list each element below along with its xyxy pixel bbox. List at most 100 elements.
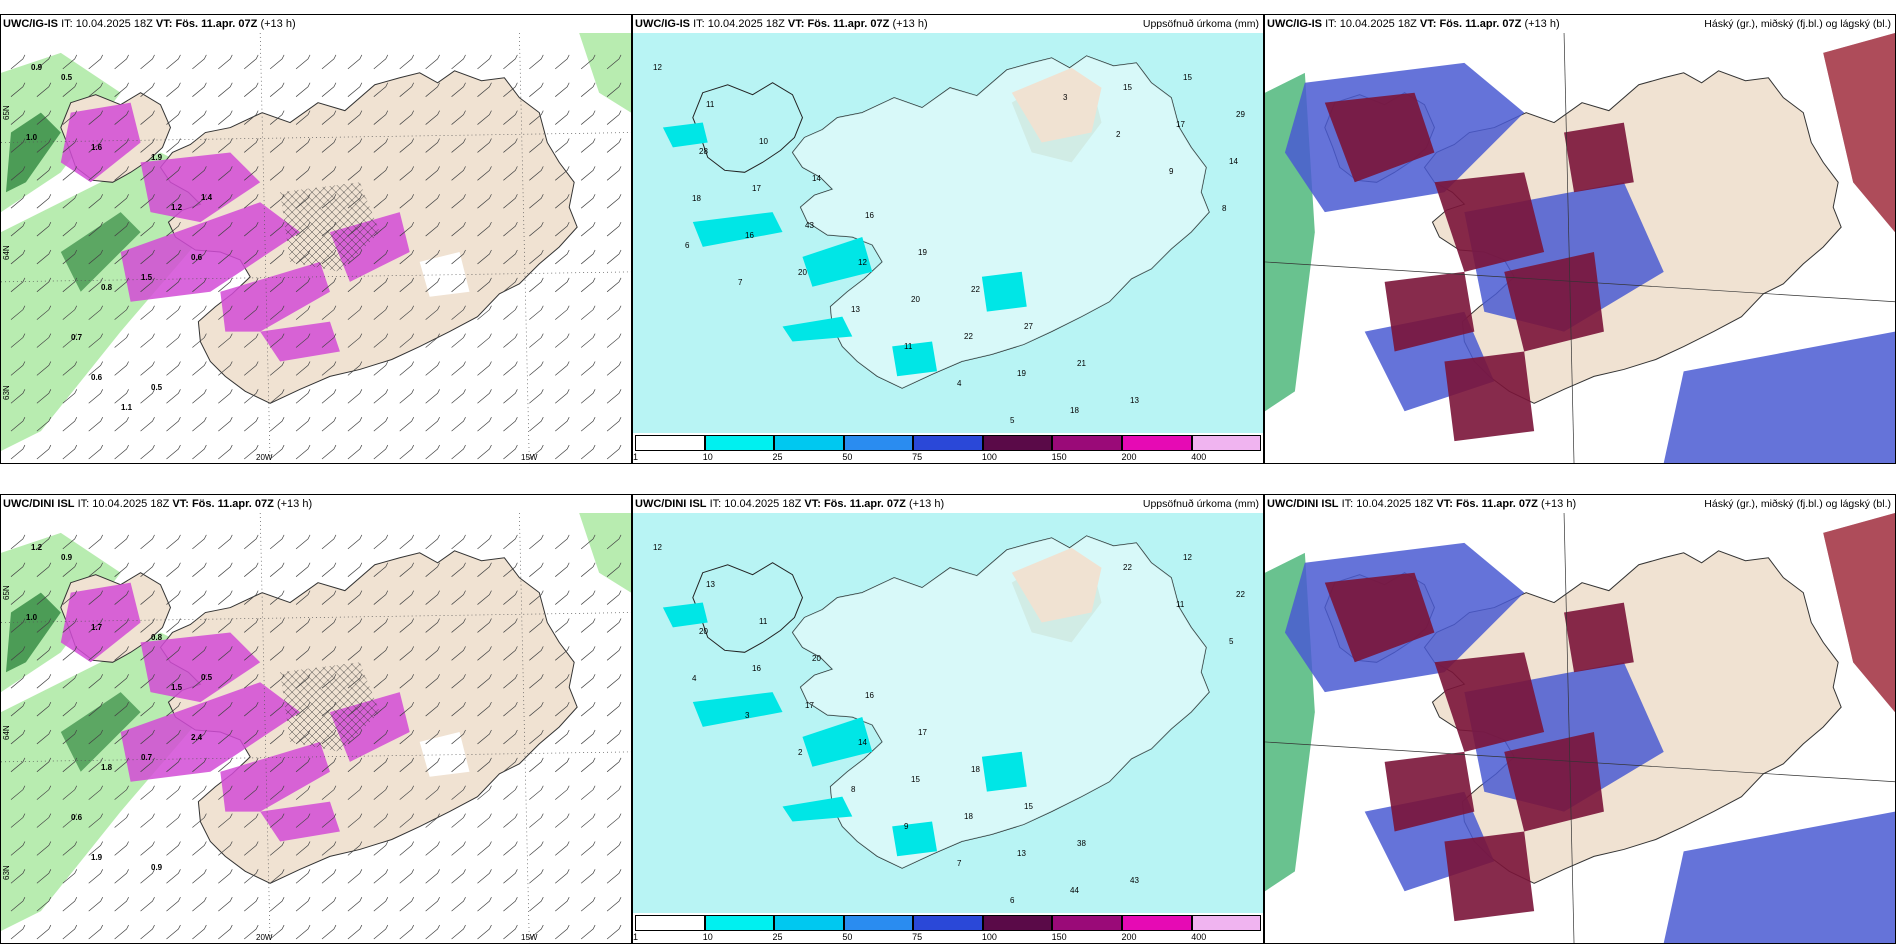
precip-value-label: 2 (1116, 130, 1121, 139)
panel-precip-dini: UWC/DINI ISL IT: 10.04.2025 18Z VT: Fös.… (632, 494, 1264, 944)
wind-barb (140, 813, 155, 828)
wind-barb (503, 646, 518, 661)
wind-barb (88, 534, 103, 550)
wind-barb (425, 674, 440, 689)
wind-barb (399, 444, 415, 460)
legend-label: 10 (702, 452, 713, 462)
wind-barb (10, 54, 26, 70)
wind-barb (36, 417, 52, 432)
wind-barb (269, 897, 285, 912)
wind-barb (166, 813, 181, 828)
wind-barb (218, 444, 233, 460)
wind-barb (606, 138, 622, 153)
precip-legend: 1 10 25 50 75 100 150 200 400 (633, 913, 1263, 943)
wind-barb (114, 110, 129, 125)
precip-value-label: 15 (1024, 802, 1033, 811)
wind-barb (218, 361, 233, 376)
wind-barb (425, 534, 440, 550)
wind-barb (425, 277, 440, 293)
precip-value-label: 22 (964, 332, 973, 341)
lead-time: (+13 h) (908, 498, 945, 510)
wind-barb (606, 194, 622, 209)
wind-value-label: 0.5 (61, 73, 73, 82)
wind-barb (580, 757, 596, 773)
wind-barb (321, 897, 337, 912)
wind-barb (503, 110, 518, 125)
wind-barb (192, 534, 207, 550)
wind-barb (62, 757, 78, 773)
wind-barb (88, 674, 103, 689)
precip-heavy (220, 261, 330, 332)
wind-barb (373, 618, 389, 633)
precip-area (579, 513, 631, 593)
wind-barb (321, 333, 337, 348)
wind-barb (62, 82, 78, 97)
wind-barb (10, 562, 26, 577)
wind-barb (269, 110, 285, 125)
wind-barb (503, 221, 518, 237)
wind-barb (477, 646, 492, 661)
wind-barb (529, 249, 544, 265)
wind-barb (36, 618, 52, 633)
wind-barb (580, 221, 596, 237)
precip-heavy (260, 801, 340, 842)
wind-barb (451, 729, 466, 745)
legend-label: 25 (772, 452, 783, 462)
wind-barb (114, 701, 129, 717)
wind-barb (244, 361, 259, 376)
wind-barb (580, 701, 596, 717)
wind-barb (295, 813, 311, 828)
wind-barb (88, 813, 103, 828)
wind-barb (114, 590, 129, 605)
wind-barb (295, 389, 311, 404)
wind-barb (244, 249, 259, 265)
precip-value-label: 9 (904, 822, 909, 831)
wind-barb (529, 813, 544, 828)
wind-barb (477, 249, 492, 265)
wind-barb (555, 305, 570, 320)
wind-barb (269, 82, 285, 97)
wind-barb (529, 701, 544, 717)
precip-value-label: 9 (1169, 167, 1174, 176)
wind-barb (399, 729, 415, 745)
wind-barb (503, 82, 518, 97)
wind-barb (192, 841, 207, 856)
legend-label: 10 (702, 932, 713, 942)
precip-map (633, 33, 1263, 433)
wind-barb (192, 166, 207, 181)
precip-value-label: 17 (1176, 120, 1185, 129)
wind-barb (529, 417, 544, 432)
wind-barb (399, 417, 415, 432)
wind-barb (269, 729, 285, 745)
wind-barb (62, 221, 78, 237)
wind-barb (373, 444, 389, 460)
init-label: IT: (693, 18, 705, 30)
wind-barb (192, 590, 207, 605)
precip-value-label: 13 (1130, 396, 1139, 405)
wind-barb (399, 841, 415, 856)
wind-barb (503, 54, 518, 70)
wind-barb (88, 417, 103, 432)
wind-barb (244, 590, 259, 605)
wind-barb (218, 110, 233, 125)
precip-value-label: 8 (851, 785, 856, 794)
wind-barb (529, 590, 544, 605)
wind-barb (10, 361, 26, 376)
wind-barb (36, 333, 52, 348)
wind-barb (140, 444, 155, 460)
wind-barb (425, 361, 440, 376)
wind-barb (88, 729, 103, 745)
precip-value-label: 11 (904, 342, 913, 351)
precip-value-label: 20 (798, 268, 807, 277)
wind-barb (62, 166, 78, 181)
init-label: IT: (61, 18, 73, 30)
wind-barb (555, 674, 570, 689)
wind-barb (347, 785, 363, 800)
wind-map (1, 513, 631, 943)
mid-cloud-area (1663, 331, 1895, 463)
wind-barb (295, 590, 311, 605)
panel-header: UWC/DINI ISL IT: 10.04.2025 18Z VT: Fös.… (1265, 495, 1895, 513)
wind-barb (192, 757, 207, 773)
wind-barb (580, 674, 596, 689)
wind-barb (166, 333, 181, 348)
